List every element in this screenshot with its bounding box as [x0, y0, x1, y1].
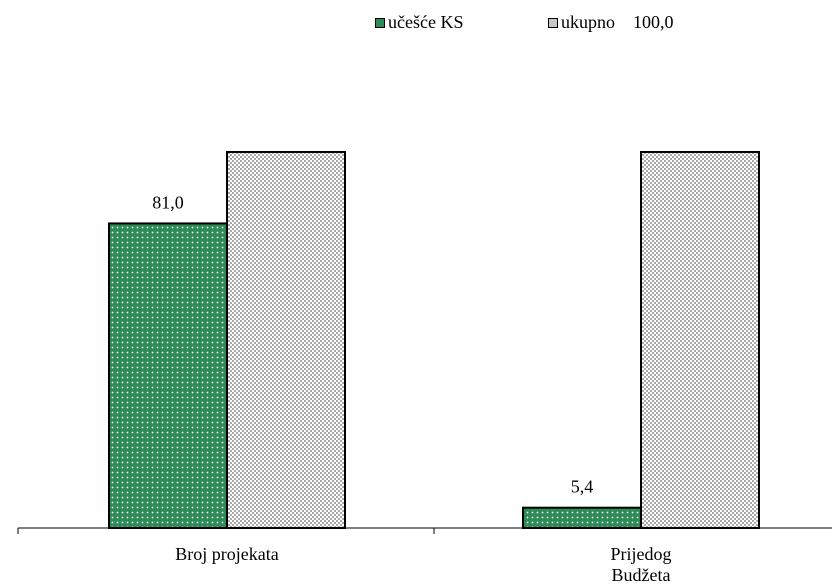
chart-legend: učešće KS ukupno 100,0	[0, 12, 832, 38]
value-label-ucesce-ks-broj-projekata: 81,0	[152, 192, 184, 212]
legend-label-ukupno: ukupno	[561, 12, 615, 32]
bar-ucesce-ks-prijedog-budzeta	[522, 506, 642, 530]
bar-ukupno-broj-projekata	[226, 151, 346, 529]
legend-swatch-ukupno	[548, 17, 558, 28]
category-label-prijedog-budzeta: Prijedog Budžeta	[611, 544, 672, 585]
value-label-ucesce-ks-prijedog-budzeta: 5,4	[571, 477, 594, 497]
legend-swatch-ucesce-ks	[375, 17, 385, 28]
bar-ucesce-ks-broj-projekata	[108, 222, 228, 529]
legend-item-ukupno: ukupno 100,0	[548, 12, 674, 33]
bar-ukupno-prijedog-budzeta	[640, 151, 760, 529]
category-label-broj-projekata: Broj projekata	[175, 544, 278, 564]
legend-label-ucesce-ks: učešće KS	[388, 12, 464, 32]
plot-area: 81,0 5,4 Broj projekata Prijedog Budžeta	[17, 151, 832, 585]
legend-item-ucesce-ks: učešće KS	[375, 12, 463, 33]
value-label-ukupno-broj-projekata: 100,0	[633, 12, 674, 32]
